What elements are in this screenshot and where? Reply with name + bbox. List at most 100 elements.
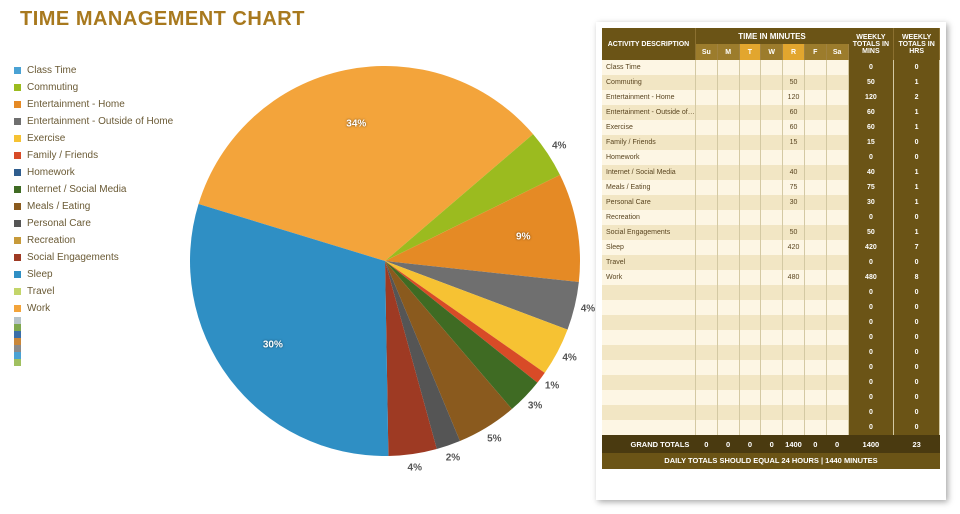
cell-day[interactable]: [783, 150, 805, 165]
cell-day[interactable]: [804, 390, 826, 405]
cell-day[interactable]: [739, 285, 761, 300]
cell-day[interactable]: [761, 135, 783, 150]
cell-day[interactable]: 15: [783, 135, 805, 150]
cell-day[interactable]: [695, 165, 717, 180]
cell-day[interactable]: [804, 300, 826, 315]
cell-day[interactable]: 40: [783, 165, 805, 180]
cell-day[interactable]: [826, 75, 848, 90]
cell-day[interactable]: [761, 255, 783, 270]
cell-day[interactable]: [804, 150, 826, 165]
cell-day[interactable]: [695, 75, 717, 90]
cell-day[interactable]: [804, 210, 826, 225]
cell-day[interactable]: [804, 375, 826, 390]
cell-day[interactable]: [804, 255, 826, 270]
cell-day[interactable]: 50: [783, 75, 805, 90]
cell-day[interactable]: [761, 405, 783, 420]
cell-day[interactable]: [695, 315, 717, 330]
cell-day[interactable]: [761, 315, 783, 330]
cell-activity[interactable]: Entertainment - Outside of Home: [602, 105, 695, 120]
cell-day[interactable]: [761, 390, 783, 405]
cell-day[interactable]: [826, 120, 848, 135]
cell-day[interactable]: [695, 420, 717, 435]
cell-day[interactable]: [717, 180, 739, 195]
cell-day[interactable]: [739, 75, 761, 90]
cell-day[interactable]: [761, 225, 783, 240]
cell-day[interactable]: [717, 255, 739, 270]
cell-day[interactable]: 60: [783, 120, 805, 135]
cell-day[interactable]: [695, 240, 717, 255]
cell-day[interactable]: [761, 240, 783, 255]
cell-day[interactable]: [739, 90, 761, 105]
cell-day[interactable]: [739, 165, 761, 180]
cell-day[interactable]: [826, 270, 848, 285]
cell-day[interactable]: [739, 105, 761, 120]
cell-day[interactable]: [826, 90, 848, 105]
cell-activity[interactable]: [602, 420, 695, 435]
cell-day[interactable]: [695, 345, 717, 360]
cell-day[interactable]: [783, 330, 805, 345]
cell-day[interactable]: [804, 345, 826, 360]
cell-day[interactable]: [804, 105, 826, 120]
cell-day[interactable]: [739, 315, 761, 330]
cell-day[interactable]: [717, 150, 739, 165]
cell-day[interactable]: [826, 420, 848, 435]
cell-day[interactable]: [739, 120, 761, 135]
cell-day[interactable]: [717, 135, 739, 150]
cell-day[interactable]: [826, 285, 848, 300]
cell-day[interactable]: [695, 135, 717, 150]
cell-day[interactable]: [826, 150, 848, 165]
cell-day[interactable]: [717, 120, 739, 135]
cell-day[interactable]: [739, 135, 761, 150]
cell-day[interactable]: [717, 390, 739, 405]
cell-day[interactable]: [761, 165, 783, 180]
cell-day[interactable]: [826, 330, 848, 345]
cell-day[interactable]: [717, 420, 739, 435]
cell-day[interactable]: [739, 345, 761, 360]
cell-day[interactable]: 50: [783, 225, 805, 240]
cell-day[interactable]: [695, 255, 717, 270]
cell-activity[interactable]: Homework: [602, 150, 695, 165]
cell-activity[interactable]: Entertainment - Home: [602, 90, 695, 105]
cell-day[interactable]: [695, 405, 717, 420]
cell-day[interactable]: [717, 210, 739, 225]
cell-day[interactable]: [739, 270, 761, 285]
cell-day[interactable]: [826, 255, 848, 270]
cell-activity[interactable]: Meals / Eating: [602, 180, 695, 195]
cell-day[interactable]: [804, 405, 826, 420]
cell-day[interactable]: [783, 300, 805, 315]
cell-day[interactable]: 75: [783, 180, 805, 195]
cell-day[interactable]: [739, 195, 761, 210]
cell-day[interactable]: [826, 135, 848, 150]
cell-day[interactable]: 60: [783, 105, 805, 120]
cell-day[interactable]: [739, 420, 761, 435]
cell-activity[interactable]: Recreation: [602, 210, 695, 225]
cell-day[interactable]: [739, 405, 761, 420]
cell-activity[interactable]: [602, 390, 695, 405]
cell-day[interactable]: [717, 240, 739, 255]
cell-day[interactable]: [804, 360, 826, 375]
cell-day[interactable]: [695, 285, 717, 300]
cell-day[interactable]: [826, 375, 848, 390]
cell-day[interactable]: [804, 195, 826, 210]
cell-day[interactable]: [717, 375, 739, 390]
cell-day[interactable]: [717, 165, 739, 180]
cell-day[interactable]: 420: [783, 240, 805, 255]
cell-day[interactable]: [804, 330, 826, 345]
cell-day[interactable]: [717, 90, 739, 105]
cell-activity[interactable]: Sleep: [602, 240, 695, 255]
cell-day[interactable]: [761, 195, 783, 210]
cell-day[interactable]: [804, 225, 826, 240]
cell-day[interactable]: [804, 60, 826, 75]
cell-day[interactable]: [761, 285, 783, 300]
cell-activity[interactable]: Travel: [602, 255, 695, 270]
cell-day[interactable]: [804, 90, 826, 105]
cell-day[interactable]: [695, 60, 717, 75]
cell-day[interactable]: [826, 60, 848, 75]
cell-day[interactable]: [739, 240, 761, 255]
cell-day[interactable]: [783, 360, 805, 375]
cell-day[interactable]: [761, 180, 783, 195]
cell-day[interactable]: [783, 345, 805, 360]
cell-day[interactable]: [826, 105, 848, 120]
cell-day[interactable]: [717, 330, 739, 345]
cell-day[interactable]: [761, 120, 783, 135]
